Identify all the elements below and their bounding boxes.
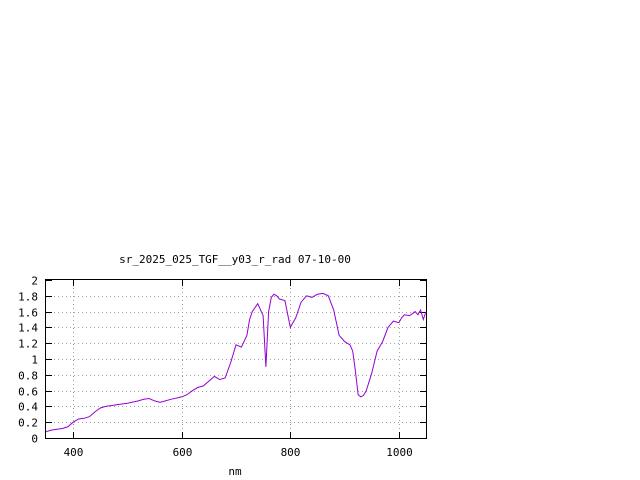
y-tick-label: 0.8 — [18, 370, 38, 383]
series-line — [45, 292, 427, 433]
chart-title: sr_2025_025_TGF__y03_r_rad 07-10-00 — [119, 253, 351, 266]
x-tick-labels: 400 600 800 1000 — [64, 446, 413, 459]
x-tick-label: 600 — [173, 446, 193, 459]
y-tick-label: 2 — [31, 275, 38, 288]
grid-lines — [46, 280, 426, 438]
x-tick-label: 400 — [64, 446, 84, 459]
y-tick-label: 0.6 — [18, 386, 38, 399]
y-tick-label: 0.4 — [18, 401, 38, 414]
y-tick-label: 0.2 — [18, 417, 38, 430]
y-tick-label: 1.2 — [18, 338, 38, 351]
x-tick-label: 1000 — [386, 446, 413, 459]
y-tick-label: 1.6 — [18, 307, 38, 320]
axis-ticks — [46, 280, 426, 439]
y-tick-labels: 0 0.2 0.4 0.6 0.8 1 1.2 1.4 1.6 1.8 2 — [18, 275, 38, 446]
plot-frame — [45, 279, 427, 439]
y-tick-label: 1.4 — [18, 322, 38, 335]
x-tick-label: 800 — [281, 446, 301, 459]
y-tick-label: 0 — [31, 433, 38, 446]
x-axis-label: nm — [228, 465, 242, 478]
y-tick-label: 1.8 — [18, 291, 38, 304]
y-tick-label: 1 — [31, 354, 38, 367]
